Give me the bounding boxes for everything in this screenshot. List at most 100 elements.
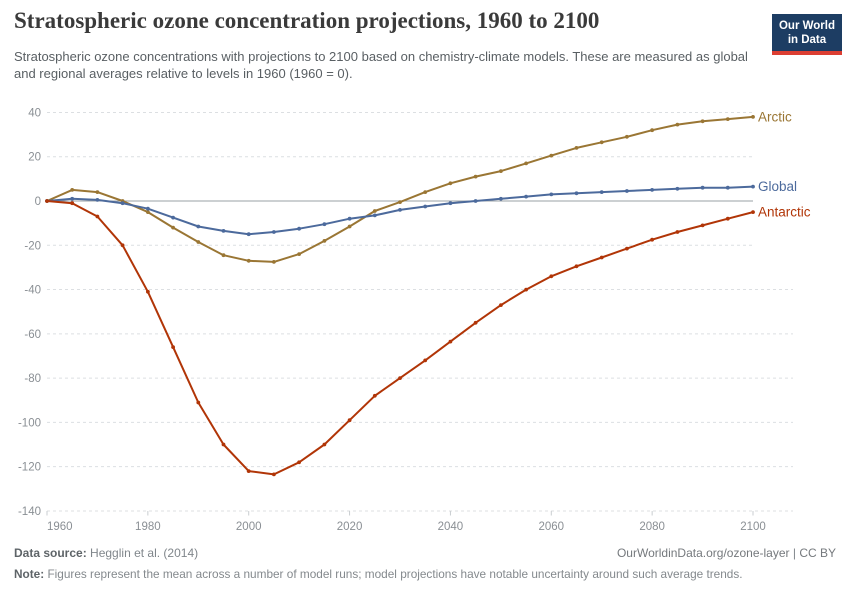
series-point-antarctic[interactable]: [95, 214, 100, 219]
series-point-arctic[interactable]: [751, 115, 755, 119]
series-point-antarctic[interactable]: [524, 287, 528, 292]
series-point-arctic[interactable]: [70, 188, 75, 192]
series-point-global[interactable]: [549, 192, 554, 197]
series-point-antarctic[interactable]: [45, 199, 49, 203]
series-point-arctic[interactable]: [448, 181, 453, 186]
series-point-antarctic[interactable]: [196, 400, 201, 405]
series-point-antarctic[interactable]: [499, 303, 503, 307]
series-point-arctic[interactable]: [196, 240, 201, 244]
series-point-antarctic[interactable]: [448, 339, 453, 344]
series-point-global[interactable]: [499, 196, 503, 201]
series-point-global[interactable]: [599, 190, 604, 195]
series-point-arctic[interactable]: [95, 190, 100, 195]
series-point-global[interactable]: [473, 199, 478, 203]
series-line-antarctic[interactable]: [46, 200, 754, 476]
series-point-antarctic[interactable]: [599, 255, 604, 260]
series-point-antarctic[interactable]: [675, 230, 680, 234]
series-point-global[interactable]: [95, 198, 100, 202]
series-point-antarctic[interactable]: [221, 442, 226, 447]
series-point-global[interactable]: [221, 229, 226, 233]
series-point-global[interactable]: [398, 208, 402, 212]
series-point-antarctic[interactable]: [725, 216, 730, 221]
series-point-global[interactable]: [322, 222, 327, 227]
series-point-arctic[interactable]: [574, 146, 579, 150]
note-label: Note:: [14, 567, 45, 581]
series-point-arctic[interactable]: [599, 140, 604, 145]
series-point-global[interactable]: [650, 188, 654, 192]
chart-footer: Data source: Hegglin et al. (2014) OurWo…: [14, 546, 836, 581]
series-point-arctic[interactable]: [700, 119, 705, 124]
series-point-global[interactable]: [70, 196, 75, 201]
series-point-arctic[interactable]: [524, 161, 528, 166]
series-point-antarctic[interactable]: [574, 264, 579, 269]
series-label-antarctic[interactable]: Antarctic: [758, 205, 811, 220]
series-point-antarctic[interactable]: [322, 442, 327, 447]
owid-url-link[interactable]: OurWorldinData.org/ozone-layer: [616, 546, 790, 560]
series-point-global[interactable]: [372, 213, 377, 218]
series-point-arctic[interactable]: [246, 258, 251, 263]
series-point-antarctic[interactable]: [398, 376, 402, 380]
series-point-arctic[interactable]: [499, 169, 503, 174]
series-point-antarctic[interactable]: [751, 210, 755, 215]
series-point-antarctic[interactable]: [297, 460, 301, 465]
series-point-global[interactable]: [171, 215, 176, 220]
series-point-global[interactable]: [574, 191, 579, 196]
series-point-arctic[interactable]: [650, 128, 654, 133]
series-point-global[interactable]: [272, 230, 276, 234]
series-point-arctic[interactable]: [473, 174, 478, 179]
series-label-global[interactable]: Global: [758, 179, 797, 194]
series-point-arctic[interactable]: [297, 252, 301, 256]
series-point-arctic[interactable]: [322, 239, 327, 243]
series-point-global[interactable]: [120, 201, 125, 206]
y-axis-label: -100: [18, 417, 41, 429]
series-point-arctic[interactable]: [347, 224, 352, 229]
series-point-antarctic[interactable]: [347, 418, 352, 423]
series-point-global[interactable]: [675, 186, 680, 191]
series-point-antarctic[interactable]: [171, 345, 176, 349]
series-point-antarctic[interactable]: [700, 223, 705, 228]
series-point-antarctic[interactable]: [625, 246, 629, 251]
y-axis-label: 20: [28, 152, 41, 164]
series-label-arctic[interactable]: Arctic: [758, 109, 792, 124]
series-point-arctic[interactable]: [675, 122, 680, 127]
series-point-arctic[interactable]: [423, 190, 428, 195]
series-point-global[interactable]: [423, 204, 428, 209]
series-point-global[interactable]: [146, 206, 150, 211]
series-point-antarctic[interactable]: [246, 469, 251, 473]
x-axis-label: 2080: [639, 521, 665, 533]
series-point-antarctic[interactable]: [423, 358, 428, 363]
series-point-antarctic[interactable]: [70, 201, 75, 206]
series-point-global[interactable]: [448, 201, 453, 206]
series-point-global[interactable]: [625, 189, 629, 193]
series-point-arctic[interactable]: [171, 225, 176, 230]
series-point-antarctic[interactable]: [120, 243, 125, 248]
license-link[interactable]: CC BY: [799, 546, 836, 560]
x-axis-label: 2060: [538, 521, 564, 533]
series-point-arctic[interactable]: [398, 200, 402, 205]
series-point-antarctic[interactable]: [272, 472, 276, 477]
series-point-global[interactable]: [246, 232, 251, 237]
series-point-global[interactable]: [297, 226, 301, 231]
series-point-arctic[interactable]: [221, 253, 226, 258]
series-point-arctic[interactable]: [272, 260, 276, 264]
series-point-arctic[interactable]: [725, 117, 730, 121]
series-point-arctic[interactable]: [372, 209, 377, 213]
series-point-global[interactable]: [725, 185, 730, 190]
series-point-arctic[interactable]: [549, 153, 554, 158]
series-point-global[interactable]: [347, 216, 352, 221]
series-point-global[interactable]: [700, 185, 705, 190]
y-axis-label: -80: [24, 373, 41, 385]
series-point-arctic[interactable]: [146, 210, 150, 215]
data-source: Data source: Hegglin et al. (2014): [14, 546, 198, 560]
series-point-antarctic[interactable]: [473, 320, 478, 325]
series-point-antarctic[interactable]: [372, 393, 377, 398]
series-point-global[interactable]: [524, 194, 528, 199]
series-point-antarctic[interactable]: [146, 289, 150, 294]
series-point-global[interactable]: [751, 184, 755, 189]
series-point-arctic[interactable]: [625, 134, 629, 139]
owid-logo[interactable]: Our World in Data: [771, 14, 842, 55]
series-point-global[interactable]: [196, 224, 201, 229]
series-point-antarctic[interactable]: [549, 274, 554, 279]
series-point-antarctic[interactable]: [650, 237, 654, 242]
